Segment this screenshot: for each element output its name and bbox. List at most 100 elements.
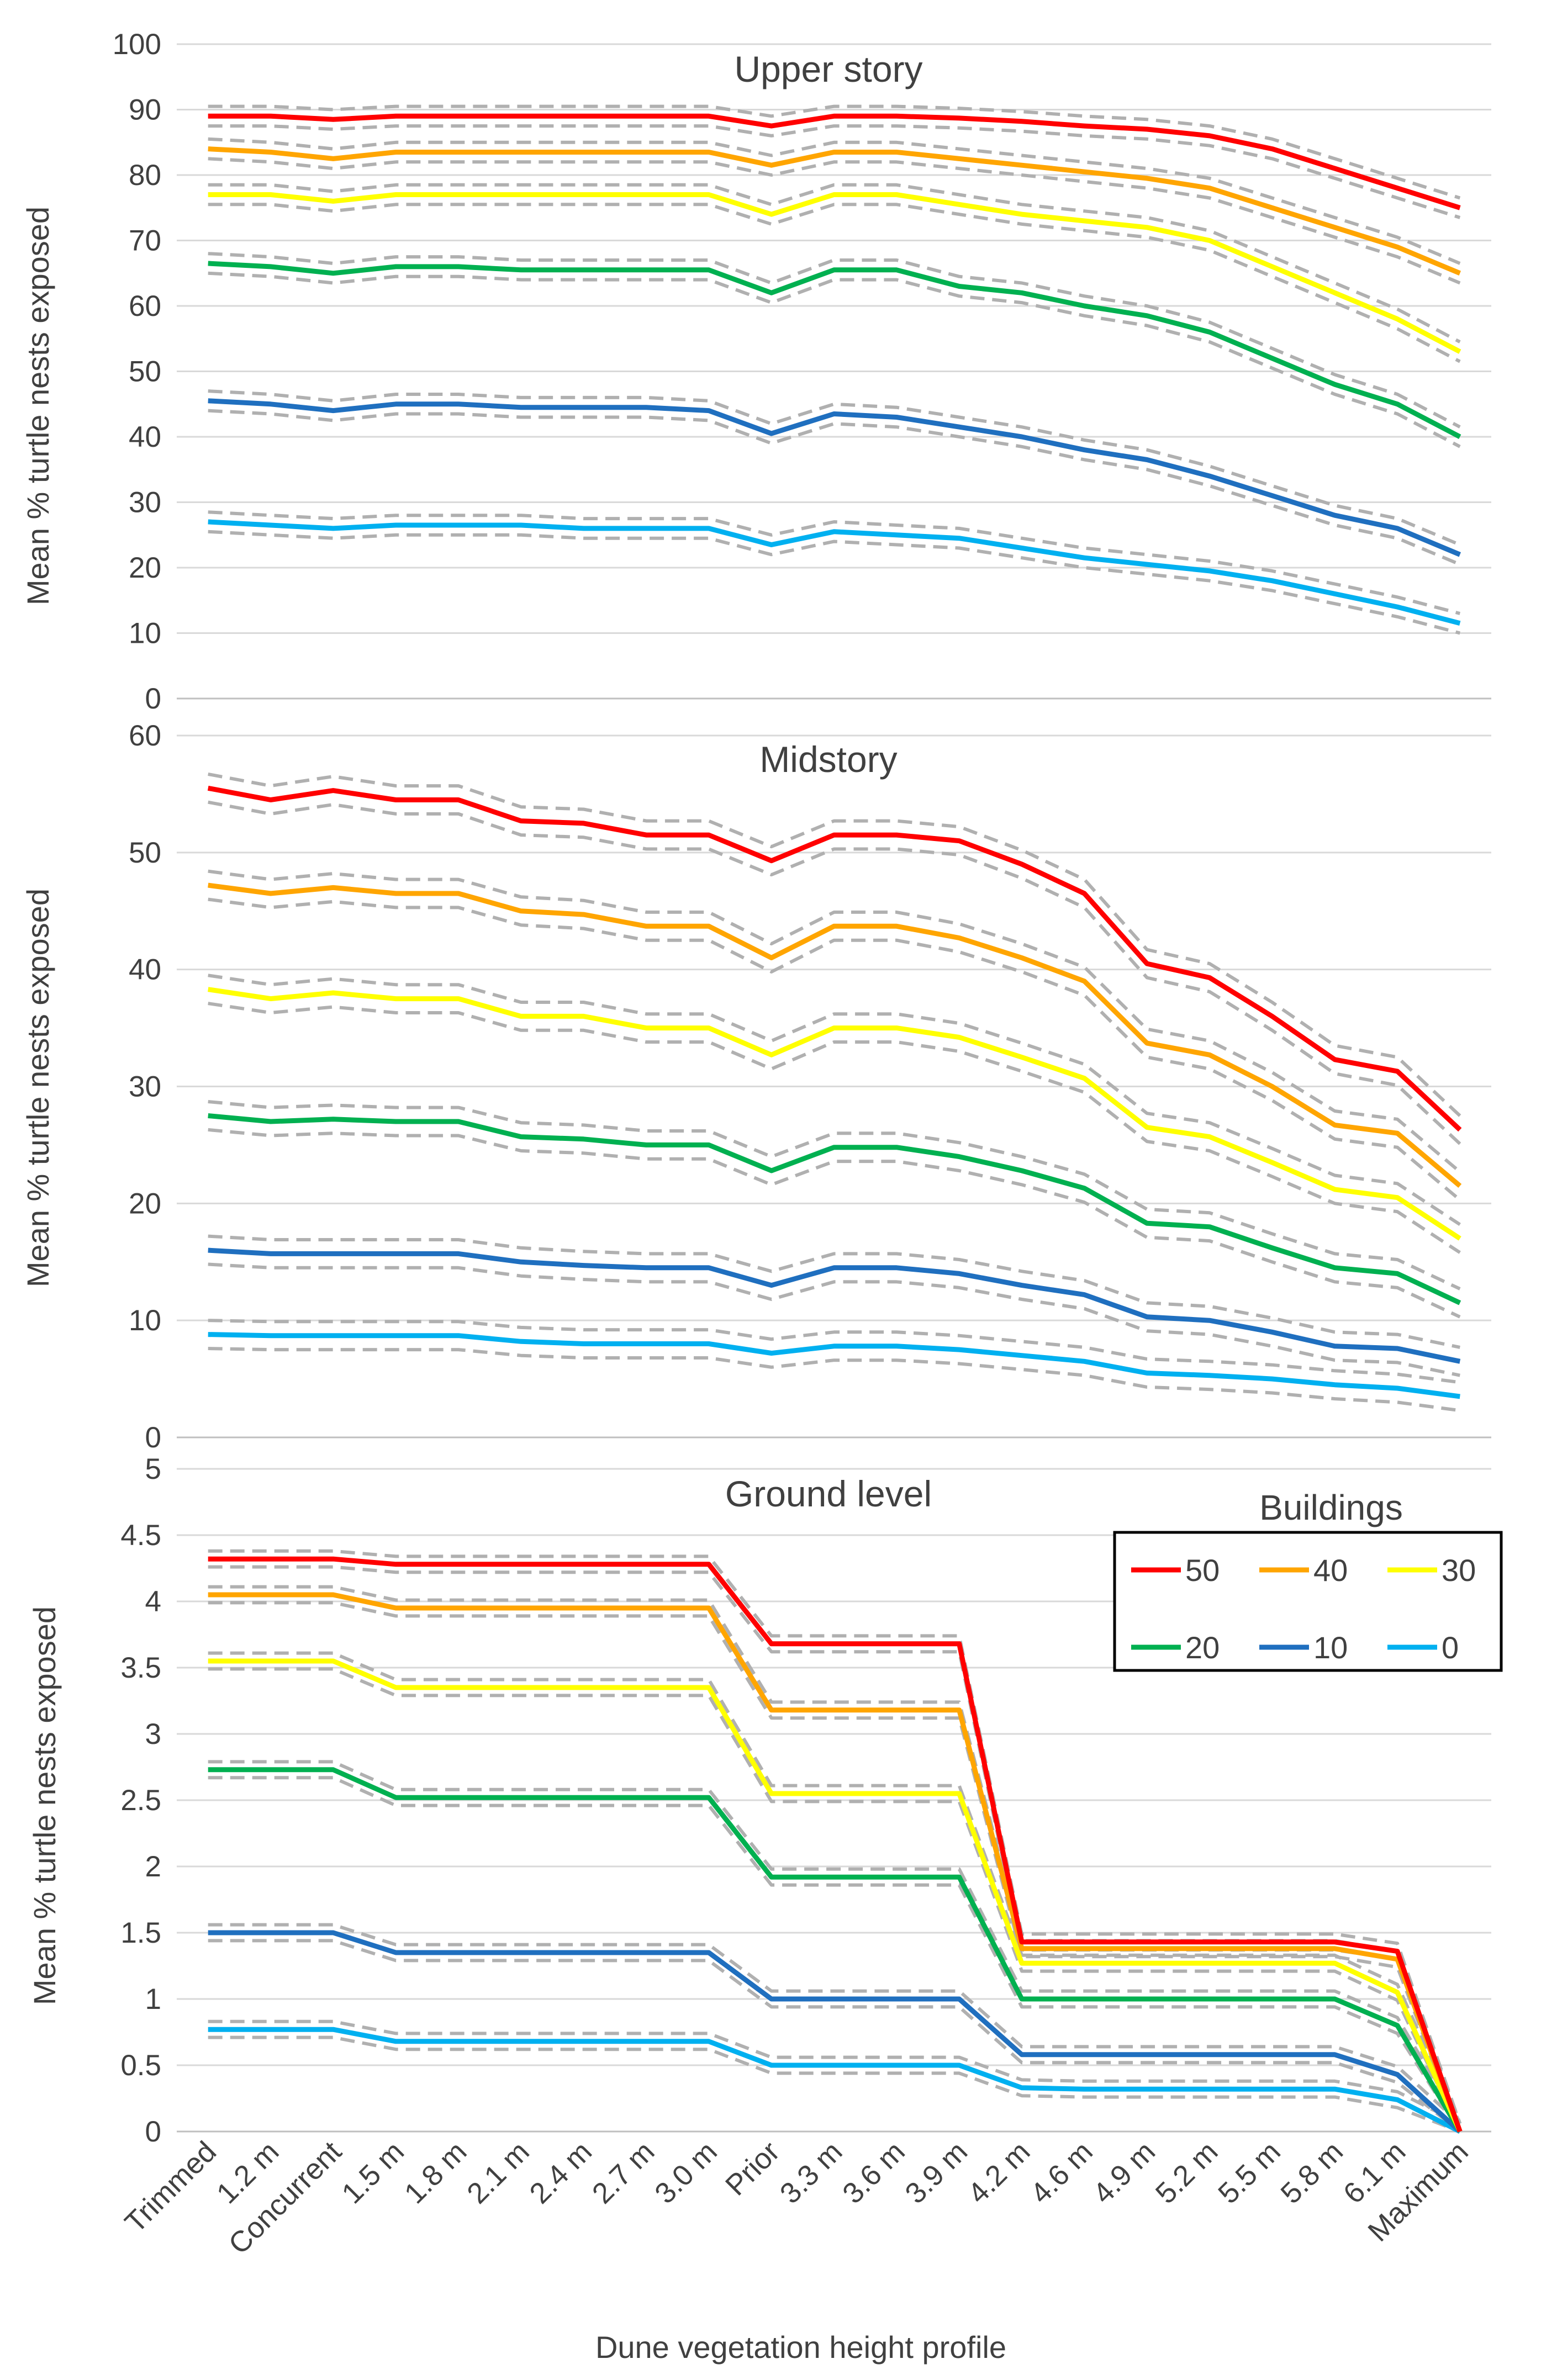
x-tick-label: 4.6 m xyxy=(1024,2135,1099,2210)
ci-line-lo-40 xyxy=(208,157,1461,285)
x-tick-label: 3.3 m xyxy=(774,2135,848,2210)
ci-line-up-0 xyxy=(208,510,1461,615)
ci-line-lo-30 xyxy=(208,203,1461,363)
series-line-10 xyxy=(208,1930,1462,2134)
y-tick-label: 0.5 xyxy=(120,2049,161,2082)
ci-line-up-20 xyxy=(208,252,1461,429)
legend-label: 50 xyxy=(1185,1553,1220,1588)
y-tick-label: 60 xyxy=(129,290,161,322)
series-line-40 xyxy=(208,1592,1463,2133)
y-tick-label: 4.5 xyxy=(120,1519,161,1552)
legend-label: 40 xyxy=(1313,1553,1348,1588)
x-tick-label: 3.6 m xyxy=(836,2135,911,2210)
ci-line-up-0 xyxy=(208,1319,1460,1384)
ci-line-up-20 xyxy=(208,1100,1461,1291)
series-line-50 xyxy=(208,1556,1463,2133)
ci-line-up-40 xyxy=(208,137,1461,265)
y-tick-label: 20 xyxy=(129,552,161,584)
series-line-20 xyxy=(208,1767,1463,2133)
panel-title: Midstory xyxy=(759,739,897,780)
x-tick-label: 2.7 m xyxy=(586,2135,661,2210)
y-axis-label: Mean % turtle nests exposed xyxy=(20,888,55,1287)
y-tick-label: 80 xyxy=(129,159,161,192)
series-line-50 xyxy=(208,113,1461,210)
chart-panel: 0 10 20 30 40 50 60 70 80 90 100 Upper story xyxy=(113,28,1491,715)
y-tick-label: 30 xyxy=(129,1071,161,1103)
ci-line-lo-0 xyxy=(208,530,1461,635)
y-tick-label: 0 xyxy=(145,2115,161,2148)
x-tick-label: 4.2 m xyxy=(962,2135,1036,2210)
x-tick-label: Prior xyxy=(719,2135,786,2202)
y-tick-label: 3.5 xyxy=(120,1652,161,1684)
y-tick-label: 60 xyxy=(129,720,161,752)
ci-line-lo-20 xyxy=(208,1776,1461,2133)
y-tick-label: 40 xyxy=(129,421,161,453)
ci-line-lo-50 xyxy=(208,124,1461,219)
panel-title: Upper story xyxy=(734,49,922,89)
y-tick-label: 30 xyxy=(129,486,161,519)
series-line-10 xyxy=(208,1247,1461,1364)
panel-title: Ground level xyxy=(725,1473,932,1514)
ci-line-lo-0 xyxy=(208,1347,1460,1413)
y-tick-label: 4 xyxy=(145,1585,161,1618)
legend-label: 0 xyxy=(1442,1630,1459,1665)
ci-line-up-20 xyxy=(208,1760,1461,2125)
ci-line-lo-20 xyxy=(208,271,1461,448)
x-tick-label: 2.1 m xyxy=(461,2135,535,2210)
y-tick-label: 50 xyxy=(129,356,161,388)
ci-line-lo-10 xyxy=(208,1939,1461,2133)
ci-line-up-30 xyxy=(208,974,1461,1226)
series-line-30 xyxy=(208,1658,1463,2133)
ci-line-up-0 xyxy=(208,2019,1461,2125)
y-axis-label: Mean % turtle nests exposed xyxy=(20,207,55,605)
x-axis-label: Dune vegetation height profile xyxy=(595,2330,1006,2365)
ci-line-up-40 xyxy=(208,869,1461,1173)
y-tick-label: 20 xyxy=(129,1187,161,1220)
series-line-0 xyxy=(208,1332,1460,1399)
legend-title: Buildings xyxy=(1259,1488,1403,1527)
y-tick-label: 10 xyxy=(129,1304,161,1337)
ci-line-up-50 xyxy=(208,772,1461,1117)
ci-line-up-10 xyxy=(208,389,1461,547)
series-line-40 xyxy=(208,882,1462,1188)
series-line-40 xyxy=(208,146,1461,276)
y-tick-label: 50 xyxy=(129,837,161,869)
y-tick-label: 90 xyxy=(129,94,161,126)
x-tick-label: 2.4 m xyxy=(524,2135,598,2210)
y-axis-label: Mean % turtle nests exposed xyxy=(27,1606,62,2005)
ci-line-up-30 xyxy=(208,183,1461,343)
ci-line-lo-20 xyxy=(208,1128,1461,1319)
y-tick-label: 1.5 xyxy=(120,1917,161,1949)
ci-line-lo-0 xyxy=(208,2035,1461,2133)
y-tick-label: 5 xyxy=(145,1453,161,1485)
x-tick-label: 5.2 m xyxy=(1149,2135,1224,2210)
legend: Buildings 50 40 30 20 10 0 xyxy=(1113,1488,1503,1672)
x-tick-label: Trimmed xyxy=(119,2135,223,2239)
ci-line-up-50 xyxy=(208,1549,1462,2124)
x-tick-label: 3.0 m xyxy=(648,2135,723,2210)
series-line-50 xyxy=(207,785,1462,1132)
legend-label: 10 xyxy=(1313,1630,1348,1665)
series-line-20 xyxy=(208,1113,1461,1305)
x-tick-label: 1.8 m xyxy=(398,2135,473,2210)
legend-label: 20 xyxy=(1185,1630,1220,1665)
series-line-30 xyxy=(208,192,1461,354)
y-tick-label: 3 xyxy=(145,1718,161,1750)
ci-line-up-10 xyxy=(208,1234,1460,1349)
ci-line-lo-10 xyxy=(208,1262,1460,1377)
series-line-0 xyxy=(208,519,1461,626)
x-tick-label: 1.5 m xyxy=(336,2135,410,2210)
y-tick-label: 0 xyxy=(145,1421,161,1454)
series-line-20 xyxy=(208,261,1461,439)
ci-line-up-30 xyxy=(208,1651,1462,2124)
ci-line-lo-10 xyxy=(208,409,1461,566)
x-tick-label: 5.8 m xyxy=(1275,2135,1349,2210)
ci-line-lo-30 xyxy=(208,1667,1462,2133)
series-line-0 xyxy=(208,2027,1461,2134)
series-line-30 xyxy=(208,987,1461,1241)
ci-line-lo-50 xyxy=(208,1565,1462,2133)
chart-panel: 0 10 20 30 40 50 60 Midstory xyxy=(129,720,1491,1454)
y-tick-label: 40 xyxy=(129,954,161,986)
